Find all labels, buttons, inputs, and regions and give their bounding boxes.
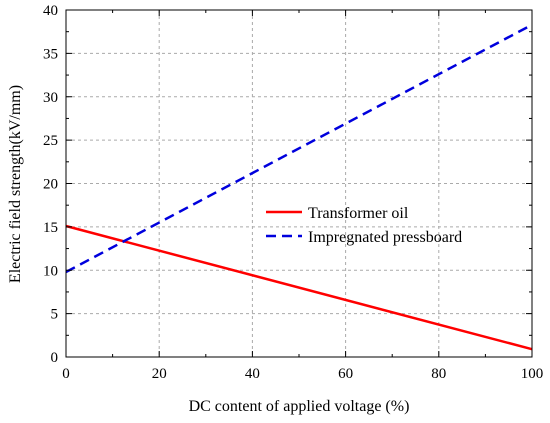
x-tick-label: 100: [521, 366, 544, 382]
series-line-impregnated-pressboard: [65, 23, 533, 274]
y-tick-label: 0: [51, 350, 59, 366]
x-tick-label: 20: [152, 366, 167, 382]
axis-ticks: 0 20 40 60 80 100 0 5 10 15 20 25 30 35 40: [43, 3, 543, 382]
y-tick-label: 5: [51, 307, 59, 323]
y-tick-label: 15: [43, 220, 58, 236]
legend: Transformer oil Impregnated pressboard: [266, 205, 462, 246]
legend-label-impregnated-pressboard: Impregnated pressboard: [308, 229, 462, 246]
legend-label-transformer-oil: Transformer oil: [308, 205, 409, 222]
x-tick-label: 0: [62, 366, 70, 382]
y-tick-label: 10: [43, 263, 58, 279]
y-tick-label: 35: [43, 46, 58, 62]
x-axis-label: DC content of applied voltage (%): [189, 398, 410, 415]
x-tick-label: 60: [338, 366, 353, 382]
y-tick-label: 25: [43, 133, 58, 149]
y-axis-label: Electric field strength(kV/mm): [7, 85, 24, 283]
series-line-transformer-oil: [65, 224, 533, 351]
y-tick-label: 30: [43, 90, 58, 106]
y-tick-label: 20: [43, 177, 58, 193]
series-lines: [65, 23, 533, 351]
y-tick-label: 40: [43, 3, 58, 19]
x-tick-label: 80: [431, 366, 446, 382]
x-tick-label: 40: [245, 366, 260, 382]
